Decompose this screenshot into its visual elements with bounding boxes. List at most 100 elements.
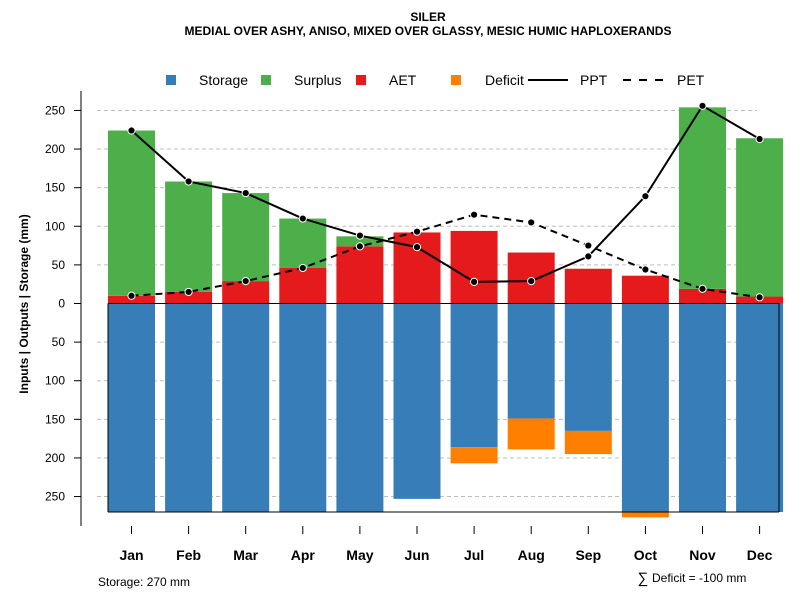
y-tick-label: 50 (52, 335, 66, 349)
month-label-aug: Aug (518, 547, 545, 563)
y-tick-label: 150 (45, 181, 65, 195)
month-label-may: May (346, 547, 373, 563)
ppt-point-oct (641, 192, 650, 201)
y-tick-label: 100 (45, 374, 65, 388)
ppt-point-may (355, 231, 364, 240)
surplus-bar-jan (108, 130, 155, 296)
aet-bar-apr (279, 267, 327, 304)
storage-bar-may (336, 303, 384, 512)
y-tick-label: 250 (45, 490, 65, 504)
line-layer (127, 101, 764, 302)
storage-bar-jan (108, 303, 155, 512)
y-tick-label: 200 (45, 451, 65, 465)
pet-point-oct (641, 265, 650, 274)
ppt-point-mar (241, 188, 250, 198)
month-label-oct: Oct (634, 547, 658, 563)
deficit-bar-oct (621, 511, 669, 518)
pet-point-jan (127, 291, 136, 300)
ppt-point-dec (755, 134, 764, 144)
aet-bar-mar (222, 281, 270, 304)
pet-point-feb (184, 287, 193, 297)
aet-bar-sep (564, 268, 612, 304)
deficit-legend-label: Deficit (485, 72, 524, 88)
y-tick-label: 50 (52, 258, 66, 272)
storage-bar-apr (279, 303, 327, 512)
storage-bar-feb (165, 303, 213, 512)
month-label-mar: Mar (233, 547, 258, 563)
y-tick-label: 150 (45, 412, 65, 426)
storage-bar-sep (564, 303, 612, 431)
month-label-jul: Jul (464, 547, 484, 563)
ppt-point-jul (470, 277, 479, 286)
aet-bar-may (336, 246, 384, 304)
y-tick-label: 200 (45, 142, 65, 156)
deficit-bar-aug (507, 418, 555, 450)
month-label-feb: Feb (176, 547, 201, 563)
ppt-point-apr (298, 214, 307, 223)
pet-point-dec (755, 293, 764, 302)
pet-point-jun (412, 227, 422, 236)
month-label-dec: Dec (747, 547, 773, 563)
chart-subtitle: MEDIAL OVER ASHY, ANISO, MIXED OVER GLAS… (185, 24, 672, 38)
ppt-point-jun (412, 243, 422, 252)
aet-bar-nov (679, 288, 726, 304)
storage-note: Storage: 270 mm (98, 575, 190, 589)
month-label-nov: Nov (689, 547, 716, 563)
plot-frame (107, 303, 780, 513)
chart-title: SILER (410, 10, 446, 24)
deficit-legend-swatch (451, 75, 461, 85)
storage-bar-jul (450, 303, 498, 448)
aet-bar-feb (165, 291, 213, 304)
bar-layer (108, 107, 784, 518)
pet-legend-label: PET (677, 72, 705, 88)
storage-bar-nov (679, 303, 726, 512)
pet-point-nov (698, 284, 707, 293)
aet-legend-swatch (356, 75, 366, 85)
sum-symbol-icon: ∑ (638, 570, 649, 587)
surplus-bar-may (336, 236, 384, 247)
deficit-bar-jul (450, 447, 498, 464)
pet-point-apr (298, 263, 307, 273)
storage-bar-aug (507, 303, 555, 419)
ppt-point-nov (698, 101, 707, 110)
y-axis-label: Inputs | Outputs | Storage (mm) (17, 214, 31, 393)
deficit-bar-sep (564, 430, 612, 455)
x-axis: Jan Feb Mar Apr May Jun Jul Aug Sep Oct Nov Dec (119, 526, 773, 563)
y-tick-label: 100 (45, 219, 65, 233)
aet-bar-oct (621, 275, 669, 304)
storage-bar-mar (222, 303, 270, 512)
y-tick-label: 250 (45, 103, 65, 117)
storage-legend-swatch (166, 75, 176, 85)
ppt-point-sep (584, 252, 593, 261)
deficit-note: Deficit = -100 mm (652, 571, 746, 585)
aet-legend-label: AET (389, 72, 417, 88)
surplus-legend-swatch (261, 75, 271, 85)
aet-bar-jul (450, 230, 498, 304)
surplus-bar-apr (279, 218, 327, 268)
pet-point-sep (584, 241, 593, 250)
storage-bar-oct (621, 303, 669, 512)
storage-bar-dec (736, 303, 784, 512)
month-label-jun: Jun (405, 547, 430, 563)
surplus-bar-dec (736, 138, 784, 297)
ppt-point-aug (527, 277, 536, 286)
pet-point-aug (527, 218, 536, 227)
ppt-point-feb (184, 177, 193, 186)
pet-line (131, 213, 760, 299)
ppt-point-jan (127, 126, 136, 135)
ppt-legend-label: PPT (580, 72, 608, 88)
surplus-bar-feb (165, 181, 213, 292)
storage-legend-label: Storage (199, 72, 248, 88)
pet-point-mar (241, 277, 250, 286)
y-axis: 250 200 150 100 50 0 50 100 150 200 250 (45, 91, 82, 526)
surplus-bar-mar (222, 193, 270, 282)
storage-bar-jun (393, 303, 441, 499)
pet-point-jul (470, 210, 479, 219)
surplus-bar-nov (679, 107, 726, 289)
month-label-sep: Sep (575, 547, 601, 563)
surplus-legend-label: Surplus (294, 72, 341, 88)
legend: Storage Surplus AET Deficit PPT PET (166, 72, 705, 88)
y-tick-label: 0 (58, 297, 65, 311)
month-label-apr: Apr (291, 547, 316, 563)
